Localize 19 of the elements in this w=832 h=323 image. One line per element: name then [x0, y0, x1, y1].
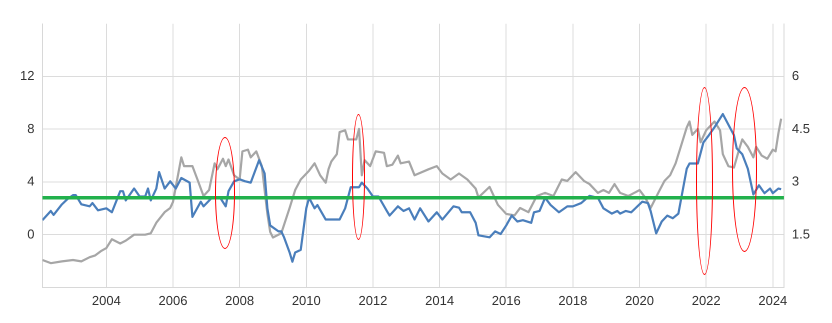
y-tick-label: 0 [27, 226, 34, 242]
x-tick-label: 2004 [92, 292, 121, 308]
x-tick-label: 2016 [492, 292, 521, 308]
x-tick-label: 2022 [692, 292, 721, 308]
y-tick-label: 4 [27, 174, 34, 189]
y2-tick-label: 6 [792, 68, 800, 84]
x-tick-label: 2010 [292, 292, 321, 308]
x-tick-label: 2018 [558, 292, 588, 308]
y2-tick-label: 4.5 [792, 120, 810, 136]
x-tick-label: 2020 [625, 292, 654, 308]
x-tick-label: 2024 [758, 292, 788, 308]
y-tick-label: 8 [27, 120, 34, 136]
x-tick-label: 2012 [358, 292, 388, 308]
x-tick-label: 2006 [158, 292, 188, 308]
x-tick-label: 2014 [425, 292, 454, 308]
x-tick-label: 2008 [225, 292, 254, 308]
y-tick-label: 12 [20, 68, 34, 84]
y2-tick-label: 1.5 [792, 226, 810, 242]
y2-tick-label: 3 [792, 174, 800, 189]
